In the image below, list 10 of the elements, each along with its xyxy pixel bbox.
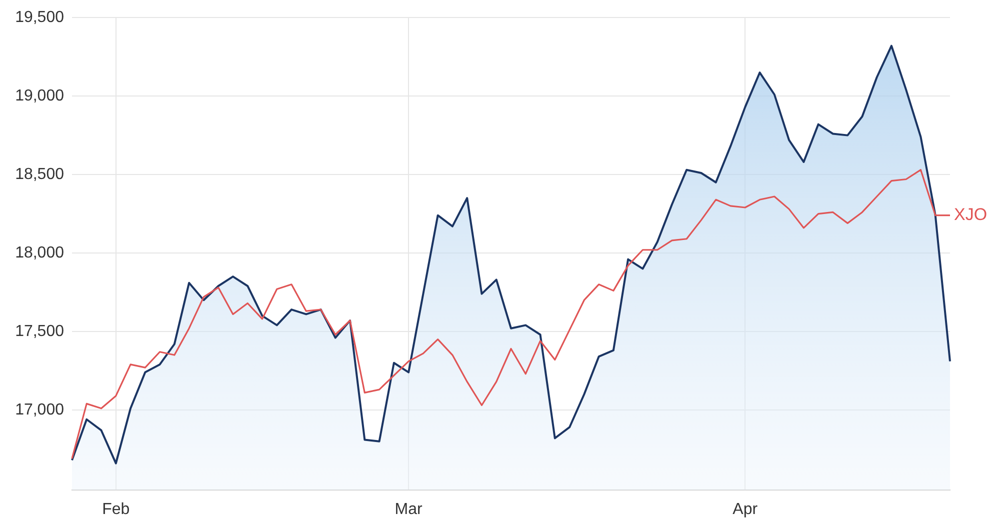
y-tick-label: 18,000	[15, 244, 64, 262]
x-tick-label: Mar	[394, 501, 424, 518]
x-tick-label: Apr	[732, 501, 758, 518]
y-tick-label: 17,000	[15, 401, 64, 418]
x-tick-label: Feb	[102, 501, 130, 518]
y-tick-label: 18,500	[15, 166, 64, 183]
y-tick-label: 19,000	[15, 87, 64, 104]
series-label: XJO	[954, 205, 988, 224]
y-tick-label: 17,500	[15, 322, 64, 340]
y-tick-label: 19,500	[15, 9, 64, 26]
